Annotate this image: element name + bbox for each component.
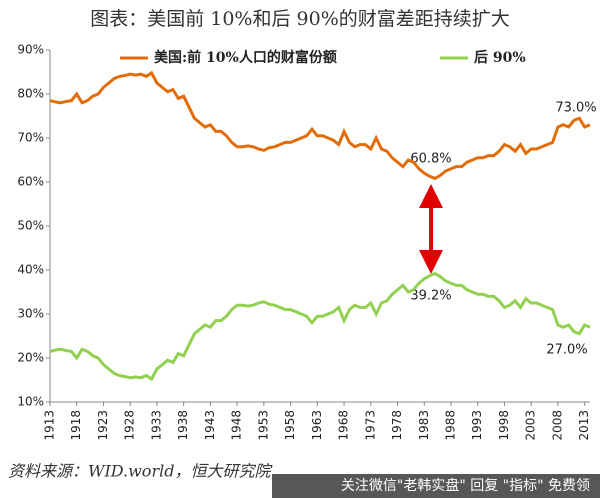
source: 资料来源：WID.world，恒大研究院 [8, 462, 273, 481]
y-tick-label: 80% [17, 87, 44, 101]
x-tick-label: 1983 [417, 410, 431, 441]
y-tick-label: 40% [17, 263, 44, 277]
chart-title: 图表：美国前 10%和后 90%的财富差距持续扩大 [90, 8, 510, 30]
series-line [49, 271, 591, 382]
x-tick-label: 1918 [69, 410, 83, 441]
x-tick-label: 1998 [497, 410, 511, 441]
x-tick-label: 1978 [390, 410, 404, 441]
x-tick-label: 1993 [470, 410, 484, 441]
x-tick-label: 1938 [176, 410, 190, 441]
x-tick-label: 1913 [43, 410, 57, 441]
x-tick-label: 1928 [123, 410, 137, 441]
x-tick-label: 1988 [443, 410, 457, 441]
x-tick-label: 1968 [337, 410, 351, 441]
annotation: 73.0% [555, 101, 596, 116]
y-tick-label: 90% [17, 43, 44, 57]
x-tick-label: 2003 [524, 410, 538, 441]
y-tick-label: 50% [17, 219, 44, 233]
legend-label: 后 90% [474, 49, 526, 66]
legend-label: 美国:前 10%人口的财富份额 [154, 49, 337, 66]
y-tick-label: 60% [17, 175, 44, 189]
watermark: 关注微信"老韩实盘" 回复 "指标" 免费领 [341, 477, 590, 494]
x-tick-label: 1943 [203, 410, 217, 441]
x-tick-label: 1953 [256, 410, 270, 441]
series-line [49, 70, 591, 181]
watermark-bar [272, 474, 600, 498]
x-tick-label: 2013 [577, 410, 591, 441]
y-tick-label: 30% [17, 307, 44, 321]
x-tick-label: 1958 [283, 410, 297, 441]
x-tick-label: 1933 [149, 410, 163, 441]
x-tick-label: 2008 [550, 410, 564, 441]
annotation: 60.8% [410, 152, 451, 167]
y-tick-label: 70% [17, 131, 44, 145]
x-tick-label: 1948 [230, 410, 244, 441]
x-tick-label: 1973 [363, 410, 377, 441]
annotation: 39.2% [410, 289, 451, 304]
y-tick-label: 20% [17, 351, 44, 365]
x-tick-label: 1923 [96, 410, 110, 441]
y-tick-label: 10% [17, 395, 44, 409]
annotation: 27.0% [546, 343, 587, 358]
x-tick-label: 1963 [310, 410, 324, 441]
